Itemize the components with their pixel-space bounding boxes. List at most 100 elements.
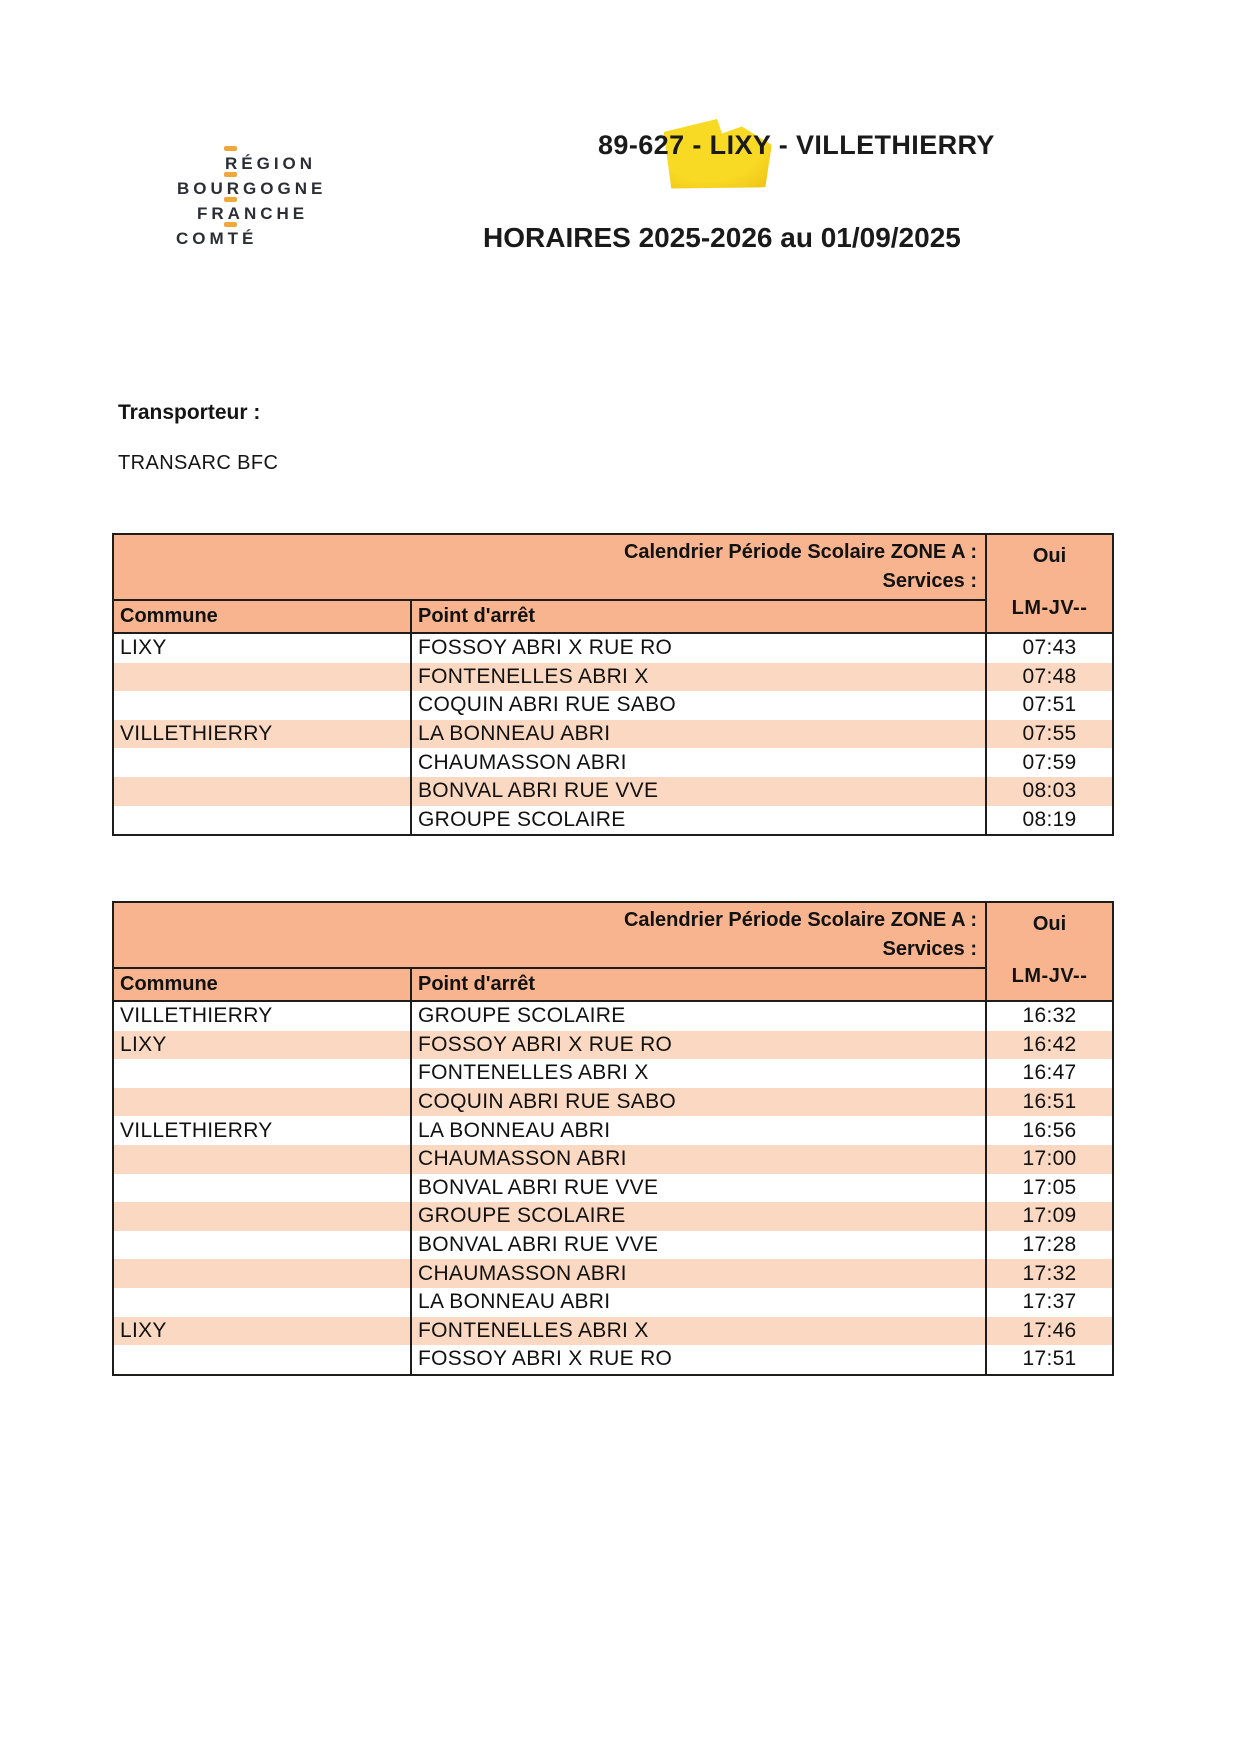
stop-cell: COQUIN ABRI RUE SABO (409, 1087, 988, 1117)
time-cell: 17:51 (1022, 1347, 1077, 1371)
logo-line-comte: COMTÉ (176, 229, 258, 248)
time-cell: 07:51 (1022, 693, 1077, 717)
column-header-stop: Point d'arrêt (409, 968, 988, 1002)
commune-cell: VILLETHIERRY (120, 1004, 273, 1028)
time-cell: 07:48 (1022, 664, 1077, 688)
transporteur-label: Transporteur : (118, 401, 261, 424)
timetable-morning: Calendrier Période Scolaire ZONE A : Ser… (112, 533, 1115, 837)
commune-cell (113, 1202, 411, 1231)
services-label: Services : (882, 570, 978, 592)
calendar-header-cell: Calendrier Période Scolaire ZONE A : Ser… (113, 534, 988, 601)
logo-line-bourgogne: BOURGOGNE (177, 179, 327, 198)
timetable-row: FONTENELLES ABRI X 16:47 (113, 1059, 1113, 1088)
timetable-row: FONTENELLES ABRI X 07:48 (113, 662, 1114, 692)
timetable-row: FOSSOY ABRI X RUE RO 17:51 (113, 1345, 1113, 1375)
commune-cell (113, 777, 411, 806)
stop-cell: FONTENELLES ABRI X (409, 1316, 988, 1346)
stop-cell: FONTENELLES ABRI X (409, 662, 988, 692)
stop-cell: FOSSOY ABRI X RUE RO (409, 1345, 988, 1375)
timetable-row: CHAUMASSON ABRI 07:59 (113, 748, 1113, 777)
time-cell: 16:56 (1022, 1118, 1077, 1142)
commune-cell (113, 1259, 411, 1288)
transporteur-name: TRANSARC BFC (118, 452, 279, 474)
logo-line-franche: FRANCHE (197, 204, 309, 223)
service-days-code: LM-JV-- (1011, 597, 1088, 619)
timetable-row: LIXY FOSSOY ABRI X RUE RO 16:42 (113, 1030, 1114, 1060)
services-label: Services : (882, 938, 978, 960)
calendar-value: Oui (1032, 913, 1067, 935)
commune-cell (113, 1059, 411, 1088)
stop-cell: FONTENELLES ABRI X (409, 1059, 988, 1088)
time-cell: 08:19 (1022, 807, 1077, 831)
page-subtitle: HORAIRES 2025-2026 au 01/09/2025 (483, 222, 961, 253)
commune-cell (113, 1088, 411, 1117)
stop-cell: CHAUMASSON ABRI (409, 1259, 988, 1288)
commune-cell: VILLETHIERRY (120, 722, 273, 746)
timetable-afternoon: Calendrier Période Scolaire ZONE A : Ser… (112, 901, 1115, 1376)
timetable-row: BONVAL ABRI RUE VVE 17:28 (113, 1230, 1113, 1260)
stop-cell: BONVAL ABRI RUE VVE (409, 1230, 988, 1260)
calendar-header-cell: Calendrier Période Scolaire ZONE A : Ser… (113, 902, 988, 969)
logo-dash-icon (224, 197, 237, 202)
calendar-label: Calendrier Période Scolaire ZONE A : (623, 909, 978, 931)
time-cell: 08:03 (1022, 779, 1077, 803)
timetable-row: COQUIN ABRI RUE SABO 16:51 (113, 1087, 1114, 1117)
timetable-row: CHAUMASSON ABRI 17:00 (113, 1144, 1114, 1174)
commune-cell (113, 806, 411, 836)
service-header-cell: Oui LM-JV-- (986, 534, 1114, 634)
time-cell: 07:59 (1022, 750, 1077, 774)
time-cell: 16:42 (1022, 1032, 1077, 1056)
route-number-highlighted: 627 - (638, 130, 702, 160)
timetable-row: BONVAL ABRI RUE VVE 17:05 (113, 1173, 1113, 1203)
service-header-cell: Oui LM-JV-- (986, 902, 1114, 1002)
time-cell: 17:37 (1022, 1290, 1077, 1314)
timetable-row: GROUPE SCOLAIRE 17:09 (113, 1202, 1114, 1231)
time-cell: 17:09 (1022, 1204, 1077, 1228)
timetable-row: LIXY FOSSOY ABRI X RUE RO 07:43 (113, 633, 1113, 663)
timetable-row: BONVAL ABRI RUE VVE 08:03 (113, 776, 1114, 806)
logo-line-region: RÉGION (225, 154, 317, 173)
stop-cell: FOSSOY ABRI X RUE RO (409, 633, 988, 663)
time-cell: 17:05 (1022, 1175, 1077, 1199)
time-cell: 17:00 (1022, 1147, 1077, 1171)
timetable-row: VILLETHIERRY LA BONNEAU ABRI 16:56 (113, 1116, 1113, 1145)
time-cell: 16:32 (1022, 1004, 1077, 1028)
stop-cell: GROUPE SCOLAIRE (409, 1001, 988, 1031)
timetable-row: GROUPE SCOLAIRE 08:19 (113, 805, 1113, 836)
service-days-code: LM-JV-- (1011, 965, 1088, 987)
logo-dash-icon (224, 222, 237, 227)
timetable-body: VILLETHIERRY GROUPE SCOLAIRE 16:32 LIXY FOSS… (113, 1001, 1114, 1375)
stop-cell: GROUPE SCOLAIRE (409, 805, 988, 836)
timetable-row: LA BONNEAU ABRI 17:37 (113, 1287, 1113, 1317)
logo-dash-icon (224, 172, 237, 177)
stop-cell: FOSSOY ABRI X RUE RO (409, 1030, 988, 1060)
calendar-value: Oui (1032, 545, 1067, 567)
commune-cell (113, 1174, 411, 1203)
timetable-row: COQUIN ABRI RUE SABO 07:51 (113, 691, 1113, 720)
commune-cell (113, 663, 411, 692)
commune-cell (113, 748, 411, 777)
region-bfc-logo: RÉGION BOURGOGNE FRANCHE COMTÉ (150, 140, 340, 255)
calendar-label: Calendrier Période Scolaire ZONE A : (623, 541, 978, 563)
commune-cell (113, 1288, 411, 1317)
commune-cell: LIXY (120, 636, 167, 660)
time-cell: 07:43 (1022, 636, 1077, 660)
commune-cell (113, 1345, 411, 1375)
route-number-prefix: 89- (598, 130, 639, 160)
time-cell: 16:47 (1022, 1061, 1077, 1085)
commune-cell: LIXY (120, 1318, 167, 1342)
stop-cell: LA BONNEAU ABRI (409, 1287, 988, 1317)
time-cell: 16:51 (1022, 1090, 1077, 1114)
stop-cell: BONVAL ABRI RUE VVE (409, 1173, 988, 1203)
commune-cell: VILLETHIERRY (120, 1118, 273, 1142)
stop-cell: CHAUMASSON ABRI (409, 1144, 988, 1174)
timetable-row: CHAUMASSON ABRI 17:32 (113, 1259, 1114, 1288)
page-title: 89-627 - LIXY - VILLETHIERRY (598, 130, 1158, 161)
time-cell: 17:46 (1022, 1318, 1077, 1342)
timetable-row: VILLETHIERRY LA BONNEAU ABRI 07:55 (113, 719, 1114, 749)
route-name: LIXY - VILLETHIERRY (701, 130, 995, 160)
stop-cell: CHAUMASSON ABRI (409, 748, 988, 777)
time-cell: 17:28 (1022, 1233, 1077, 1257)
timetable-body: LIXY FOSSOY ABRI X RUE RO 07:43 FONTENELLES… (113, 633, 1114, 836)
